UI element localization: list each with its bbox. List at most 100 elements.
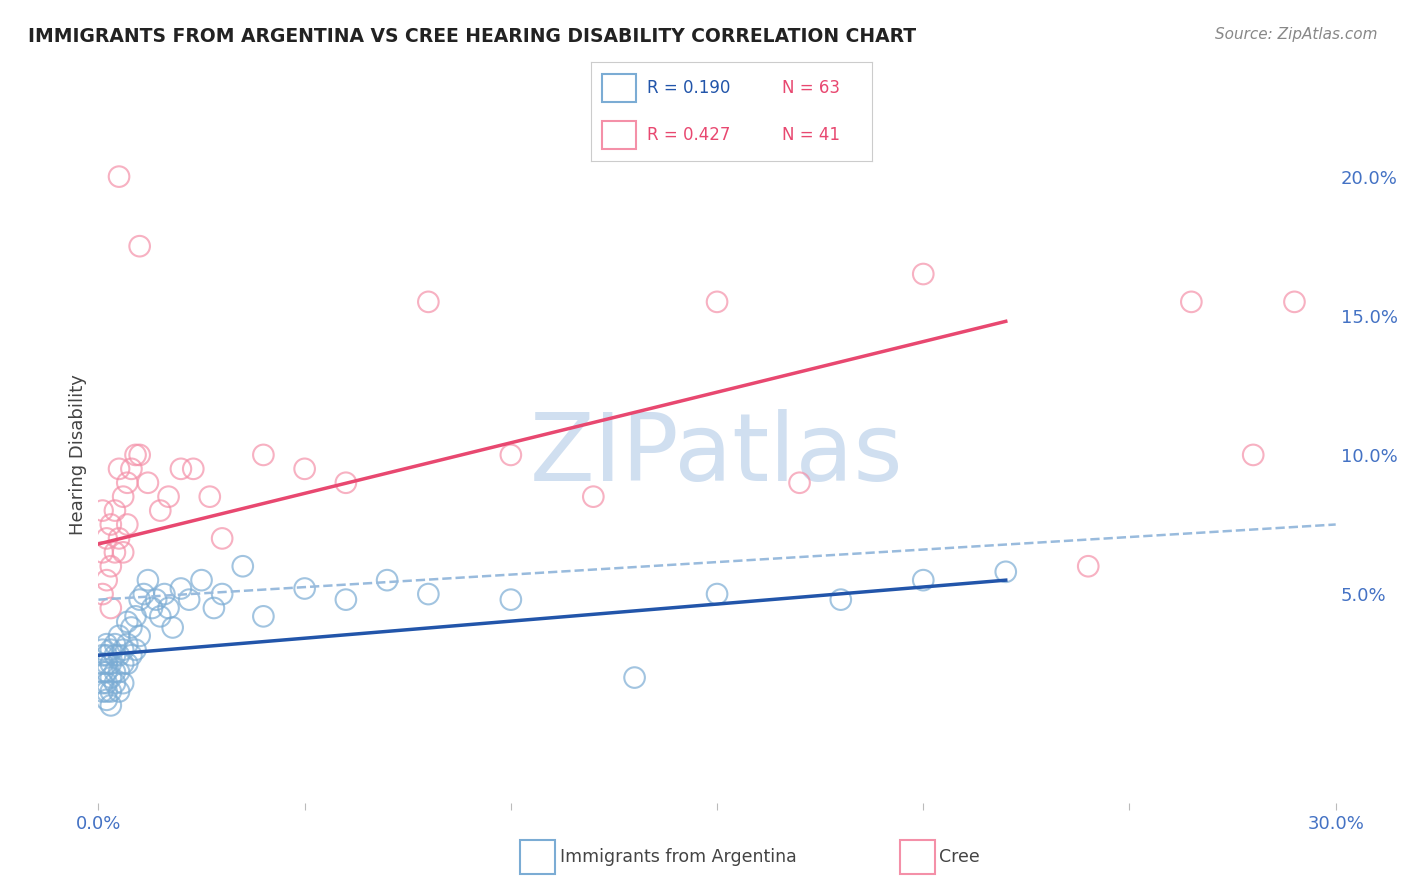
Point — [112, 490, 135, 504]
Point — [912, 573, 935, 587]
Point — [108, 665, 131, 679]
Point — [117, 615, 139, 629]
Point — [190, 573, 212, 587]
Point — [157, 490, 180, 504]
Point — [499, 448, 522, 462]
Point — [104, 665, 127, 679]
Point — [100, 517, 122, 532]
Point — [108, 684, 131, 698]
Point — [124, 642, 146, 657]
Point — [91, 648, 114, 663]
Point — [124, 609, 146, 624]
Point — [108, 462, 131, 476]
Point — [96, 573, 118, 587]
Point — [91, 545, 114, 559]
Point — [117, 657, 139, 671]
Text: ZIPatlas: ZIPatlas — [530, 409, 904, 501]
Point — [128, 592, 150, 607]
Point — [179, 592, 201, 607]
Point — [375, 573, 398, 587]
Text: R = 0.427: R = 0.427 — [647, 126, 730, 144]
Point — [96, 693, 118, 707]
Point — [1180, 294, 1202, 309]
Point — [149, 609, 172, 624]
Y-axis label: Hearing Disability: Hearing Disability — [69, 375, 87, 535]
Point — [117, 517, 139, 532]
Point — [706, 294, 728, 309]
Point — [1284, 294, 1306, 309]
Point — [100, 601, 122, 615]
Point — [100, 559, 122, 574]
Point — [124, 448, 146, 462]
Point — [335, 592, 357, 607]
Point — [294, 582, 316, 596]
Point — [104, 648, 127, 663]
Point — [157, 601, 180, 615]
Point — [136, 475, 159, 490]
Point — [706, 587, 728, 601]
Point — [120, 620, 142, 634]
Point — [96, 648, 118, 663]
Point — [91, 503, 114, 517]
Text: Source: ZipAtlas.com: Source: ZipAtlas.com — [1215, 27, 1378, 42]
Point — [108, 532, 131, 546]
Point — [120, 462, 142, 476]
Point — [91, 676, 114, 690]
Point — [582, 490, 605, 504]
Point — [96, 676, 118, 690]
Point — [91, 684, 114, 698]
Point — [91, 642, 114, 657]
Point — [252, 609, 274, 624]
Point — [91, 587, 114, 601]
Point — [335, 475, 357, 490]
Point — [96, 665, 118, 679]
Point — [252, 448, 274, 462]
Point — [418, 587, 440, 601]
Point — [141, 601, 163, 615]
Point — [91, 665, 114, 679]
Point — [499, 592, 522, 607]
Point — [100, 698, 122, 713]
Point — [789, 475, 811, 490]
Point — [994, 565, 1017, 579]
Point — [117, 475, 139, 490]
Text: Cree: Cree — [939, 848, 980, 866]
Point — [211, 587, 233, 601]
Point — [912, 267, 935, 281]
Point — [294, 462, 316, 476]
Point — [96, 657, 118, 671]
Point — [96, 637, 118, 651]
Point — [1241, 448, 1264, 462]
Point — [202, 601, 225, 615]
Text: N = 63: N = 63 — [782, 79, 839, 97]
Point — [112, 545, 135, 559]
Point — [100, 684, 122, 698]
Point — [132, 587, 155, 601]
Point — [104, 637, 127, 651]
Text: Immigrants from Argentina: Immigrants from Argentina — [560, 848, 796, 866]
Point — [104, 545, 127, 559]
Point — [112, 657, 135, 671]
Point — [104, 676, 127, 690]
Point — [830, 592, 852, 607]
Point — [96, 684, 118, 698]
Point — [108, 648, 131, 663]
Point — [170, 582, 193, 596]
Point — [108, 629, 131, 643]
Text: N = 41: N = 41 — [782, 126, 839, 144]
Point — [112, 676, 135, 690]
Point — [232, 559, 254, 574]
Point — [91, 657, 114, 671]
Point — [181, 462, 204, 476]
Point — [128, 239, 150, 253]
Point — [623, 671, 645, 685]
Point — [100, 657, 122, 671]
Point — [153, 587, 176, 601]
Point — [120, 648, 142, 663]
Point — [108, 169, 131, 184]
Text: IMMIGRANTS FROM ARGENTINA VS CREE HEARING DISABILITY CORRELATION CHART: IMMIGRANTS FROM ARGENTINA VS CREE HEARIN… — [28, 27, 917, 45]
Point — [128, 448, 150, 462]
Point — [117, 637, 139, 651]
Point — [1077, 559, 1099, 574]
Point — [198, 490, 221, 504]
